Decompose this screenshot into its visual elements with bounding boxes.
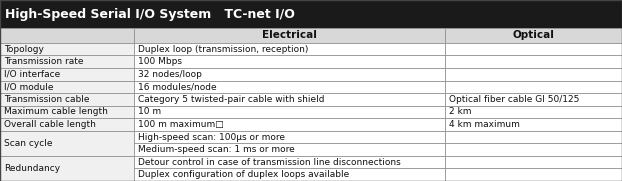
Text: Transmission rate: Transmission rate <box>4 57 84 66</box>
Bar <box>445 106 622 118</box>
Bar <box>134 156 445 169</box>
Text: 2 km: 2 km <box>449 108 471 116</box>
Text: Optical fiber cable GI 50/125: Optical fiber cable GI 50/125 <box>449 95 580 104</box>
Bar <box>134 106 445 118</box>
Text: Maximum cable length: Maximum cable length <box>4 108 108 116</box>
Text: 16 modules/node: 16 modules/node <box>138 82 216 91</box>
Bar <box>0 55 134 68</box>
Bar <box>445 93 622 106</box>
Bar <box>445 169 622 181</box>
Text: Category 5 twisted-pair cable with shield: Category 5 twisted-pair cable with shiel… <box>138 95 325 104</box>
Text: 100 Mbps: 100 Mbps <box>138 57 182 66</box>
Bar <box>0 43 134 55</box>
Text: Topology: Topology <box>4 45 44 54</box>
Text: Detour control in case of transmission line disconnections: Detour control in case of transmission l… <box>138 158 401 167</box>
Text: 32 nodes/loop: 32 nodes/loop <box>138 70 202 79</box>
Bar <box>445 118 622 131</box>
Bar <box>134 68 445 81</box>
Text: Electrical: Electrical <box>262 30 317 41</box>
Text: Duplex configuration of duplex loops available: Duplex configuration of duplex loops ava… <box>138 170 350 179</box>
Bar <box>0 28 134 43</box>
Bar <box>445 143 622 156</box>
Text: 100 m maximum□: 100 m maximum□ <box>138 120 224 129</box>
Bar <box>134 28 445 43</box>
Text: Duplex loop (transmission, reception): Duplex loop (transmission, reception) <box>138 45 309 54</box>
Text: Transmission cable: Transmission cable <box>4 95 90 104</box>
Text: Overall cable length: Overall cable length <box>4 120 96 129</box>
Text: Medium-speed scan: 1 ms or more: Medium-speed scan: 1 ms or more <box>138 145 295 154</box>
Bar <box>134 169 445 181</box>
Bar <box>134 131 445 143</box>
Text: Optical: Optical <box>513 30 554 41</box>
Bar <box>445 131 622 143</box>
Text: High-Speed Serial I/O System   TC-net I/O: High-Speed Serial I/O System TC-net I/O <box>5 8 295 20</box>
Bar <box>0 0 622 28</box>
Text: High-speed scan: 100μs or more: High-speed scan: 100μs or more <box>138 132 285 142</box>
Bar <box>134 81 445 93</box>
Bar <box>134 55 445 68</box>
Bar <box>0 156 134 181</box>
Bar <box>134 118 445 131</box>
Bar <box>134 43 445 55</box>
Text: Scan cycle: Scan cycle <box>4 139 53 148</box>
Text: 4 km maximum: 4 km maximum <box>449 120 520 129</box>
Bar <box>445 28 622 43</box>
Bar <box>0 106 134 118</box>
Bar <box>445 55 622 68</box>
Bar <box>445 81 622 93</box>
Text: 10 m: 10 m <box>138 108 161 116</box>
Bar <box>134 143 445 156</box>
Bar <box>445 43 622 55</box>
Text: Redundancy: Redundancy <box>4 164 60 173</box>
Bar <box>134 93 445 106</box>
Bar <box>0 118 134 131</box>
Bar <box>0 93 134 106</box>
Text: I/O interface: I/O interface <box>4 70 60 79</box>
Bar <box>0 68 134 81</box>
Bar <box>0 131 134 156</box>
Bar <box>445 156 622 169</box>
Bar <box>445 68 622 81</box>
Text: I/O module: I/O module <box>4 82 54 91</box>
Bar <box>0 81 134 93</box>
